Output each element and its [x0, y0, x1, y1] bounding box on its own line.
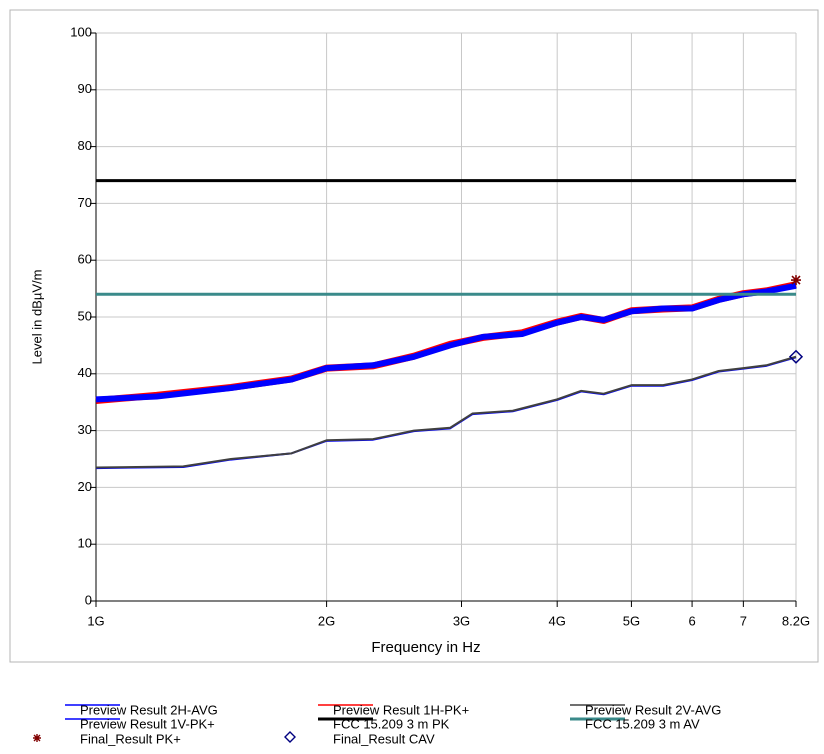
series-line [95, 355, 797, 469]
y-tick-label: 0 [85, 592, 92, 607]
legend-label: Preview Result 2H-AVG [80, 702, 218, 717]
legend-label: FCC 15.209 3 m PK [333, 716, 450, 731]
x-tick-label: 4G [549, 613, 566, 628]
x-tick-label: 6 [688, 613, 695, 628]
legend-swatch [284, 731, 296, 743]
x-tick-label: 2G [318, 613, 335, 628]
y-tick-label: 50 [78, 308, 92, 323]
x-tick-label: 8.2G [782, 613, 810, 628]
x-axis-label: Frequency in Hz [371, 639, 480, 656]
marker-asterisk [791, 275, 801, 286]
legend-label: FCC 15.209 3 m AV [585, 716, 700, 731]
y-tick-label: 90 [78, 81, 92, 96]
y-tick-label: 10 [78, 536, 92, 551]
y-tick-label: 60 [78, 252, 92, 267]
x-tick-label: 7 [740, 613, 747, 628]
legend-label: Preview Result 1V-PK+ [80, 716, 215, 731]
x-tick-label: 3G [453, 613, 470, 628]
x-tick-label: 5G [623, 613, 640, 628]
y-tick-label: 80 [78, 138, 92, 153]
x-tick-label: 1G [87, 613, 104, 628]
series-line [95, 282, 797, 403]
plot-frame [9, 9, 819, 663]
y-axis-label: Level in dBµV/m [29, 270, 44, 365]
y-tick-label: 20 [78, 479, 92, 494]
y-tick-label: 100 [70, 24, 92, 39]
legend-label: Final_Result PK+ [80, 731, 181, 746]
y-tick-label: 40 [78, 365, 92, 380]
marker-diamond [788, 349, 804, 364]
legend-label: Preview Result 2V-AVG [585, 702, 721, 717]
legend-swatch [33, 734, 41, 742]
legend-label: Final_Result CAV [333, 731, 435, 746]
y-tick-label: 70 [78, 195, 92, 210]
y-tick-label: 30 [78, 422, 92, 437]
legend-label: Preview Result 1H-PK+ [333, 702, 469, 717]
